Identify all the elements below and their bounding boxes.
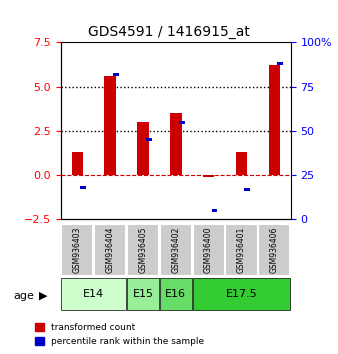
FancyBboxPatch shape bbox=[61, 224, 93, 275]
FancyBboxPatch shape bbox=[258, 224, 290, 275]
FancyBboxPatch shape bbox=[225, 224, 258, 275]
FancyBboxPatch shape bbox=[94, 224, 126, 275]
Bar bbox=[80, 186, 86, 189]
Text: GSM936401: GSM936401 bbox=[237, 226, 246, 273]
Text: GSM936404: GSM936404 bbox=[105, 226, 115, 273]
Bar bbox=[146, 138, 152, 141]
Text: age: age bbox=[14, 291, 34, 301]
Text: GSM936402: GSM936402 bbox=[171, 226, 180, 273]
Bar bbox=[277, 62, 283, 65]
Bar bbox=[104, 76, 116, 175]
FancyBboxPatch shape bbox=[193, 224, 225, 275]
Text: E16: E16 bbox=[165, 289, 186, 299]
Legend: transformed count, percentile rank within the sample: transformed count, percentile rank withi… bbox=[31, 320, 208, 349]
FancyBboxPatch shape bbox=[160, 278, 192, 310]
Text: GSM936400: GSM936400 bbox=[204, 226, 213, 273]
Text: GDS4591 / 1416915_at: GDS4591 / 1416915_at bbox=[88, 25, 250, 39]
Bar bbox=[113, 73, 119, 76]
Bar bbox=[236, 152, 247, 175]
Bar bbox=[244, 188, 250, 191]
Bar bbox=[203, 175, 214, 177]
Text: ▶: ▶ bbox=[39, 291, 47, 301]
Bar bbox=[212, 209, 217, 212]
Text: E17.5: E17.5 bbox=[225, 289, 257, 299]
Text: GSM936403: GSM936403 bbox=[73, 226, 82, 273]
FancyBboxPatch shape bbox=[127, 224, 159, 275]
Bar bbox=[72, 152, 83, 175]
FancyBboxPatch shape bbox=[61, 278, 126, 310]
FancyBboxPatch shape bbox=[160, 224, 192, 275]
Bar bbox=[137, 122, 149, 175]
Bar bbox=[170, 113, 182, 175]
Bar bbox=[179, 120, 185, 124]
Bar bbox=[268, 65, 280, 175]
Text: GSM936406: GSM936406 bbox=[270, 226, 279, 273]
FancyBboxPatch shape bbox=[193, 278, 290, 310]
Text: E14: E14 bbox=[83, 289, 104, 299]
Text: E15: E15 bbox=[132, 289, 153, 299]
Text: GSM936405: GSM936405 bbox=[139, 226, 147, 273]
FancyBboxPatch shape bbox=[127, 278, 159, 310]
